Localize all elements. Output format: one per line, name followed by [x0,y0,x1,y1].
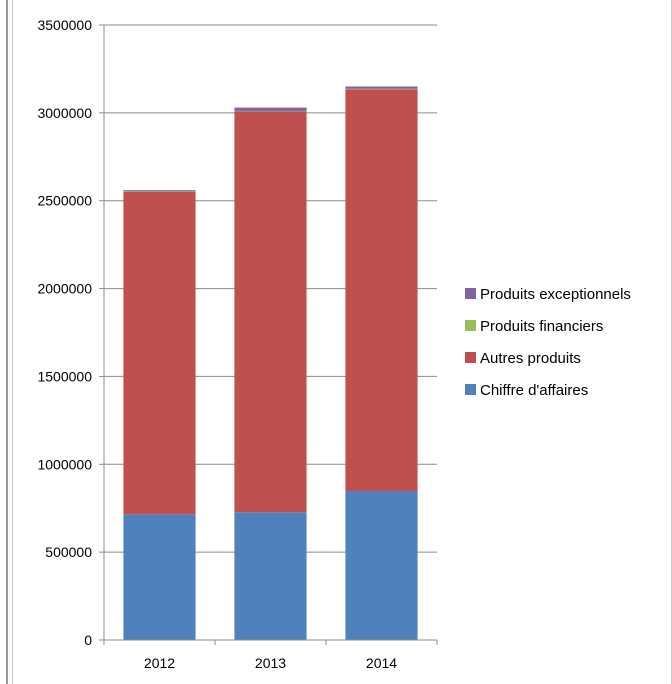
bar-segment [123,190,196,192]
axes [99,24,438,645]
legend-swatch [465,288,476,299]
y-tick-label: 1000000 [37,456,92,472]
legend-label: Produits exceptionnels [480,286,631,303]
x-tick-labels: 2012 2013 2014 [144,655,397,671]
bar-segment [234,512,307,640]
bar-segment [345,86,418,89]
bars [123,86,418,640]
bar-segment [234,107,307,111]
legend-label: Produits financiers [480,318,603,335]
y-tick-label: 0 [84,632,92,648]
bar-segment [123,514,196,640]
bar-segment [345,89,418,491]
legend-swatch [465,320,476,331]
y-tick-label: 500000 [45,544,92,560]
legend: Produits exceptionnels Produits financier… [465,286,631,399]
bar-segment [234,110,307,112]
x-tick-label: 2013 [255,655,286,671]
bar-segment [345,88,418,90]
bar-segment [345,490,418,640]
legend-label: Chiffre d'affaires [480,382,588,399]
y-tick-label: 2000000 [37,281,92,297]
x-tick-label: 2012 [144,655,175,671]
x-tick-label: 2014 [366,655,397,671]
legend-swatch [465,352,476,363]
bar-segment [123,191,196,515]
legend-swatch [465,384,476,395]
y-tick-label: 3000000 [37,105,92,121]
y-tick-labels: 0 500000 1000000 1500000 2000000 2500000 30000… [37,17,92,648]
left-border-inner [12,0,13,684]
bar-segment [123,191,196,192]
y-tick-label: 2500000 [37,193,92,209]
y-tick-label: 1500000 [37,368,92,384]
bar-segment [234,111,307,513]
legend-label: Autres produits [480,350,581,367]
left-border [6,0,8,684]
y-tick-label: 3500000 [37,17,92,33]
